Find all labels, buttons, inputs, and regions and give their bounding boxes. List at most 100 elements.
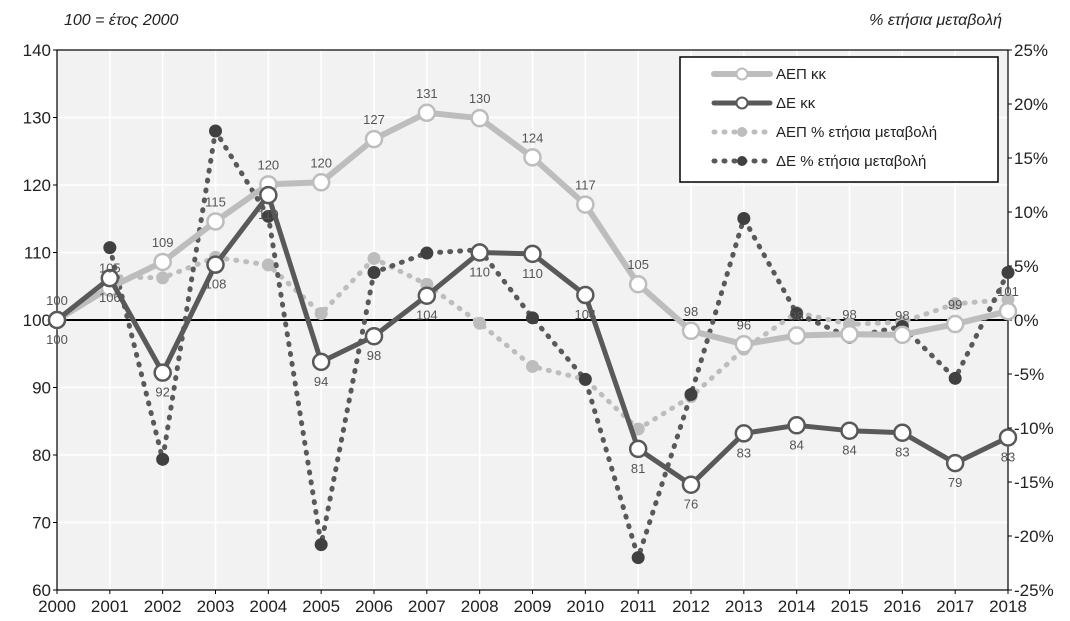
series-point-1 xyxy=(525,246,541,262)
x-tick-label: 2001 xyxy=(91,597,129,616)
legend-label: ΔΕ % ετήσια μεταβολή xyxy=(776,153,926,170)
x-tick-label: 2015 xyxy=(831,597,869,616)
series-point-3 xyxy=(579,373,591,385)
series-point-0 xyxy=(208,213,224,229)
series-point-1 xyxy=(842,423,858,439)
de-data-label: 110 xyxy=(522,266,543,281)
series-point-3 xyxy=(104,242,116,254)
x-tick-label: 2003 xyxy=(197,597,235,616)
y-right-tick-label: 15% xyxy=(1014,149,1048,168)
series-point-1 xyxy=(1000,429,1016,445)
series-point-2 xyxy=(527,360,539,372)
series-point-0 xyxy=(366,131,382,147)
series-point-3 xyxy=(632,552,644,564)
x-tick-label: 2002 xyxy=(144,597,182,616)
y-left-tick-label: 70 xyxy=(32,514,51,533)
gdp-data-label: 98 xyxy=(684,304,698,319)
x-tick-label: 2012 xyxy=(672,597,710,616)
legend-swatch-marker xyxy=(738,157,747,166)
series-point-0 xyxy=(313,174,329,190)
x-tick-label: 2013 xyxy=(725,597,763,616)
de-data-label: 76 xyxy=(684,497,698,512)
gdp-data-label: 100 xyxy=(46,293,68,308)
y-right-tick-label: -10% xyxy=(1014,419,1054,438)
left-axis-note: 100 = έτος 2000 xyxy=(64,12,179,29)
x-tick-label: 2004 xyxy=(249,597,287,616)
de-data-label: 104 xyxy=(416,308,438,323)
gdp-data-label: 98 xyxy=(842,307,856,322)
y-left-tick-label: 120 xyxy=(23,176,51,195)
de-data-label: 94 xyxy=(314,374,328,389)
y-left-tick-label: 80 xyxy=(32,446,51,465)
series-point-1 xyxy=(208,257,224,273)
x-tick-label: 2009 xyxy=(514,597,552,616)
y-right-tick-label: -25% xyxy=(1014,581,1054,600)
gdp-data-label: 98 xyxy=(789,309,803,324)
gdp-data-label: 101 xyxy=(997,284,1019,299)
de-data-label: 84 xyxy=(842,443,856,458)
y-left-tick-label: 140 xyxy=(23,41,51,60)
series-point-3 xyxy=(527,312,539,324)
series-point-3 xyxy=(315,539,327,551)
x-tick-label: 2008 xyxy=(461,597,499,616)
de-data-label: 108 xyxy=(205,277,227,292)
series-point-1 xyxy=(894,425,910,441)
series-point-1 xyxy=(260,187,276,203)
de-data-label: 100 xyxy=(46,332,68,347)
series-point-2 xyxy=(262,259,274,271)
x-tick-label: 2006 xyxy=(355,597,393,616)
series-point-0 xyxy=(419,105,435,121)
legend-swatch-marker xyxy=(737,98,748,109)
de-data-label: 83 xyxy=(895,445,909,460)
y-right-tick-label: -20% xyxy=(1014,527,1054,546)
series-point-1 xyxy=(419,288,435,304)
series-point-3 xyxy=(157,453,169,465)
gdp-data-label: 105 xyxy=(627,257,649,272)
series-point-1 xyxy=(49,312,65,328)
de-data-label: 84 xyxy=(789,437,803,452)
legend-swatch-marker xyxy=(738,128,747,137)
de-data-label: 92 xyxy=(155,385,169,400)
gdp-data-label: 99 xyxy=(948,297,962,312)
de-data-label: 119 xyxy=(258,207,279,222)
series-point-0 xyxy=(1000,303,1016,319)
de-data-label: 104 xyxy=(574,307,596,322)
gdp-data-label: 98 xyxy=(895,308,909,323)
gdp-data-label: 124 xyxy=(522,130,544,145)
de-data-label: 106 xyxy=(99,290,121,305)
x-tick-label: 2010 xyxy=(566,597,604,616)
de-data-label: 79 xyxy=(948,475,962,490)
series-point-0 xyxy=(577,197,593,213)
x-tick-label: 2005 xyxy=(302,597,340,616)
y-left-tick-label: 130 xyxy=(23,109,51,128)
series-point-1 xyxy=(947,455,963,471)
y-right-tick-label: 5% xyxy=(1014,257,1039,276)
x-tick-label: 2000 xyxy=(38,597,76,616)
y-right-tick-label: 10% xyxy=(1014,203,1048,222)
y-left-tick-label: 90 xyxy=(32,379,51,398)
x-tick-label: 2014 xyxy=(778,597,816,616)
series-point-0 xyxy=(736,336,752,352)
series-point-1 xyxy=(366,328,382,344)
series-point-3 xyxy=(1002,266,1014,278)
series-point-0 xyxy=(947,316,963,332)
de-data-label: 110 xyxy=(469,265,490,280)
series-point-3 xyxy=(685,389,697,401)
y-right-tick-label: 25% xyxy=(1014,41,1048,60)
y-left-tick-label: 100 xyxy=(23,311,51,330)
x-tick-label: 2011 xyxy=(620,597,657,616)
series-point-0 xyxy=(630,276,646,292)
series-point-0 xyxy=(789,328,805,344)
series-point-2 xyxy=(368,252,380,264)
series-point-1 xyxy=(313,354,329,370)
series-point-0 xyxy=(155,254,171,270)
gdp-data-label: 120 xyxy=(310,155,332,170)
series-point-1 xyxy=(577,287,593,303)
series-point-3 xyxy=(421,247,433,259)
series-point-2 xyxy=(474,317,486,329)
x-tick-label: 2016 xyxy=(883,597,921,616)
de-data-label: 83 xyxy=(1001,449,1015,464)
series-point-0 xyxy=(683,323,699,339)
